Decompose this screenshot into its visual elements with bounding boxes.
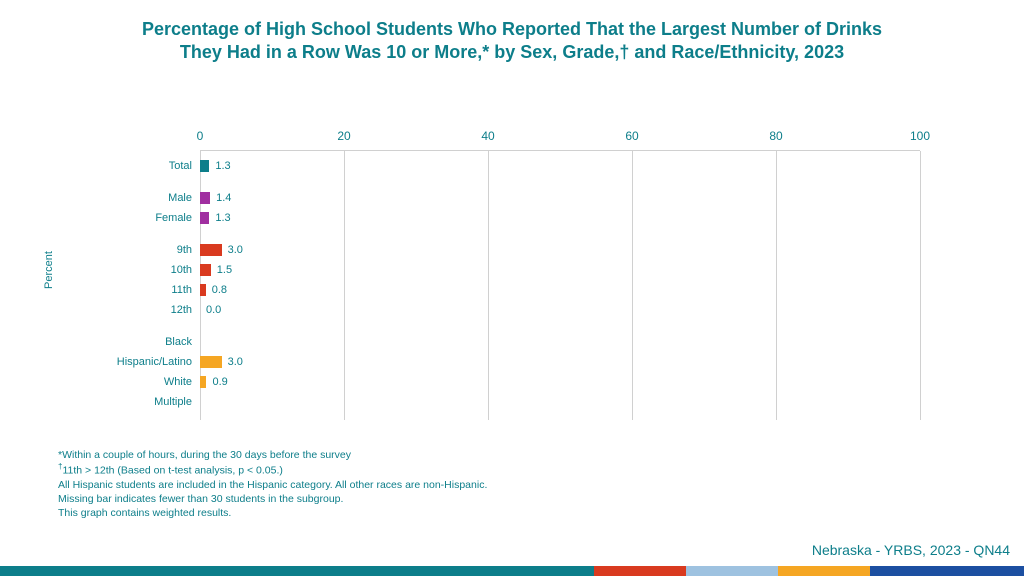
category-label: 11th — [171, 281, 200, 299]
bar-row: 10th1.5 — [200, 261, 920, 279]
value-label: 0.9 — [206, 373, 227, 391]
value-label: 3.0 — [222, 353, 243, 371]
category-label: Black — [165, 333, 200, 351]
value-label: 0.0 — [200, 301, 221, 319]
footnote-line: This graph contains weighted results. — [58, 506, 487, 520]
chart-title: Percentage of High School Students Who R… — [0, 0, 1024, 65]
footer-color-bar — [0, 566, 1024, 576]
category-label: Male — [168, 189, 200, 207]
value-label: 1.3 — [209, 209, 230, 227]
value-label: 3.0 — [222, 241, 243, 259]
category-label: 10th — [171, 261, 200, 279]
bar-row: Female1.3 — [200, 209, 920, 227]
plot-area: 020406080100Total1.3Male1.4Female1.39th3… — [200, 150, 920, 420]
x-tick-label: 100 — [910, 129, 930, 143]
value-label: 1.3 — [209, 157, 230, 175]
bar-row: 9th3.0 — [200, 241, 920, 259]
footnote-line: All Hispanic students are included in th… — [58, 478, 487, 492]
value-label: 1.5 — [211, 261, 232, 279]
title-line-1: Percentage of High School Students Who R… — [60, 18, 964, 41]
bar — [200, 160, 209, 172]
footer-segment — [594, 566, 686, 576]
category-label: Total — [169, 157, 200, 175]
footer-segment — [686, 566, 778, 576]
chart-container: Percent 020406080100Total1.3Male1.4Femal… — [80, 120, 940, 420]
category-label: Multiple — [154, 393, 200, 411]
footer-segment — [778, 566, 870, 576]
bar — [200, 264, 211, 276]
y-axis-label: Percent — [43, 251, 55, 289]
footnote-line: †11th > 12th (Based on t-test analysis, … — [58, 462, 487, 478]
bar-row: 12th0.0 — [200, 301, 920, 319]
footnotes: *Within a couple of hours, during the 30… — [58, 448, 487, 520]
bar-row: Multiple — [200, 393, 920, 411]
footer-segment — [0, 566, 594, 576]
category-label: Female — [155, 209, 200, 227]
footer-segment — [870, 566, 1024, 576]
gridline — [920, 151, 921, 420]
bar-row: Black — [200, 333, 920, 351]
x-tick-label: 40 — [481, 129, 494, 143]
bar — [200, 192, 210, 204]
footnote-line: Missing bar indicates fewer than 30 stud… — [58, 492, 487, 506]
x-tick-label: 80 — [769, 129, 782, 143]
value-label: 0.8 — [206, 281, 227, 299]
bar-row: 11th0.8 — [200, 281, 920, 299]
value-label: 1.4 — [210, 189, 231, 207]
category-label: Hispanic/Latino — [117, 353, 200, 371]
bar — [200, 356, 222, 368]
bar-row: Total1.3 — [200, 157, 920, 175]
x-tick-label: 20 — [337, 129, 350, 143]
x-tick-label: 0 — [197, 129, 204, 143]
x-tick-label: 60 — [625, 129, 638, 143]
bar-row: Male1.4 — [200, 189, 920, 207]
category-label: White — [164, 373, 200, 391]
footnote-line: *Within a couple of hours, during the 30… — [58, 448, 487, 462]
bar-row: White0.9 — [200, 373, 920, 391]
category-label: 9th — [177, 241, 200, 259]
category-label: 12th — [171, 301, 200, 319]
title-line-2: They Had in a Row Was 10 or More,* by Se… — [60, 41, 964, 64]
bar-row: Hispanic/Latino3.0 — [200, 353, 920, 371]
bar — [200, 212, 209, 224]
bar — [200, 244, 222, 256]
source-citation: Nebraska - YRBS, 2023 - QN44 — [812, 542, 1010, 558]
